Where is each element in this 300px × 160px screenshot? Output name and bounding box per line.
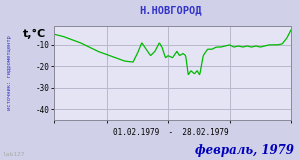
Text: 01.02.1979  -  28.02.1979: 01.02.1979 - 28.02.1979 [113,128,229,137]
Text: февраль, 1979: февраль, 1979 [195,144,294,157]
Text: t,°C: t,°C [23,29,46,39]
Text: источник: гидрометцентр: источник: гидрометцентр [8,35,13,110]
Text: lab127: lab127 [3,152,26,157]
Text: Н.НОВГОРОД: Н.НОВГОРОД [140,5,202,15]
